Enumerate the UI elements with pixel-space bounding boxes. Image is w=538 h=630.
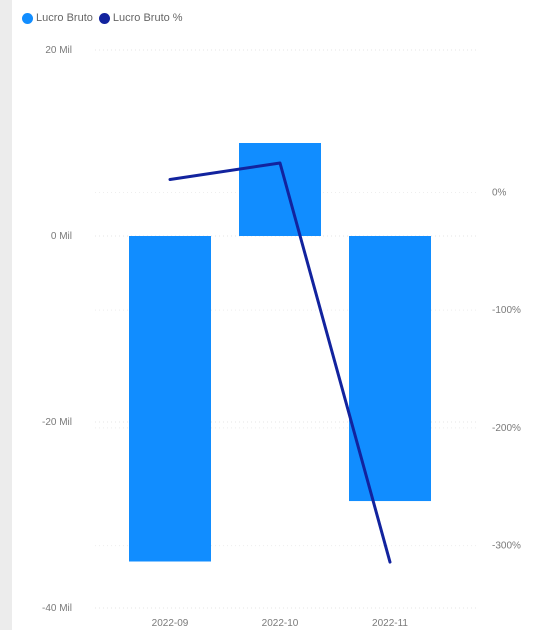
bar-2022-11 <box>349 236 431 502</box>
left-y-axis: 20 Mil 0 Mil -20 Mil -40 Mil <box>42 45 72 614</box>
chart-legend: Lucro Bruto Lucro Bruto % <box>22 8 189 28</box>
left-tick-label: -40 Mil <box>42 603 72 614</box>
x-tick-label: 2022-11 <box>372 618 408 629</box>
right-tick-label: -100% <box>492 305 521 316</box>
right-tick-label: 0% <box>492 187 507 198</box>
legend-item-lucro-bruto-pct[interactable]: Lucro Bruto % <box>98 12 183 24</box>
left-tick-label: 20 Mil <box>45 45 72 56</box>
x-tick-label: 2022-09 <box>152 618 189 629</box>
x-axis: 2022-09 2022-10 2022-11 <box>152 618 409 629</box>
bar-2022-10 <box>239 143 321 236</box>
legend-swatch-lucro-bruto <box>22 12 33 24</box>
right-tick-label: -300% <box>492 541 521 552</box>
x-tick-label: 2022-10 <box>262 618 299 629</box>
right-tick-label: -200% <box>492 423 521 434</box>
left-tick-label: -20 Mil <box>42 417 72 428</box>
bar-series <box>129 143 431 562</box>
line-lucro-bruto-pct <box>168 161 392 564</box>
legend-item-lucro-bruto[interactable]: Lucro Bruto <box>22 12 93 24</box>
legend-label-lucro-bruto: Lucro Bruto <box>36 12 93 24</box>
line-series <box>168 161 392 564</box>
legend-swatch-lucro-bruto-pct <box>98 12 110 24</box>
left-tick-label: 0 Mil <box>51 231 72 242</box>
legend-label-lucro-bruto-pct: Lucro Bruto % <box>112 12 183 24</box>
bar-2022-09 <box>129 236 211 562</box>
report-panel-edge <box>0 0 12 630</box>
right-y-axis: 0% -100% -200% -300% <box>492 187 521 551</box>
